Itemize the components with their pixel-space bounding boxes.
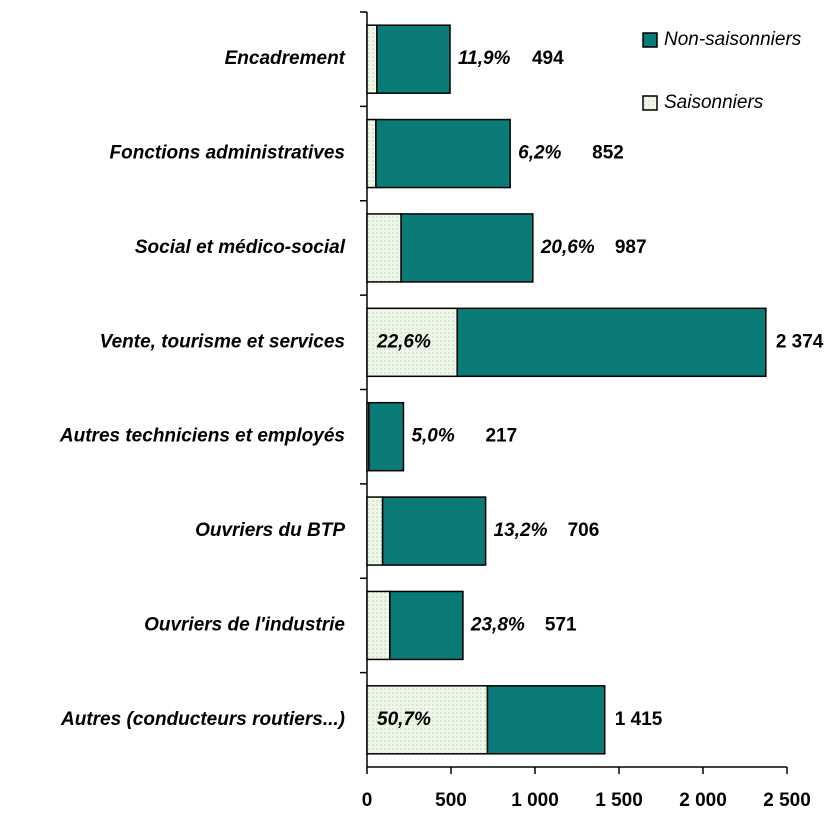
share-label: 50,7% — [377, 709, 431, 730]
share-label: 13,2% — [494, 520, 548, 541]
bar-segment — [456, 307, 767, 378]
total-label: 217 — [485, 426, 517, 447]
bar-segment — [368, 401, 405, 472]
total-label: 571 — [545, 614, 577, 635]
share-label: 5,0% — [411, 426, 454, 447]
legend-swatch — [642, 32, 658, 48]
total-label: 706 — [568, 520, 600, 541]
category-label: Ouvriers du BTP — [195, 520, 345, 541]
category-label: Autres (conducteurs routiers...) — [60, 709, 345, 730]
share-label: 23,8% — [470, 614, 525, 635]
bar-segment — [366, 590, 391, 661]
bar-segment — [366, 24, 378, 94]
x-tick-label: 0 — [362, 790, 373, 811]
bar-segment — [375, 118, 511, 189]
bar-segment — [366, 496, 384, 566]
total-label: 2 374 — [776, 331, 824, 352]
share-label: 20,6% — [540, 237, 595, 258]
bar-segment — [486, 685, 606, 755]
x-tick-label: 500 — [435, 790, 467, 811]
category-label: Encadrement — [225, 48, 346, 69]
category-label: Vente, tourisme et services — [100, 331, 345, 352]
category-label: Autres techniciens et employés — [59, 426, 345, 447]
bar-segment — [366, 213, 402, 283]
bar-segment — [366, 685, 489, 755]
bar-segment — [381, 496, 487, 566]
total-label: 494 — [532, 48, 564, 69]
category-label: Social et médico-social — [135, 237, 346, 258]
legend-swatch — [642, 95, 658, 111]
share-label: 6,2% — [518, 143, 561, 164]
total-label: 1 415 — [615, 709, 663, 730]
share-label: 11,9% — [458, 48, 511, 69]
total-label: 987 — [615, 237, 647, 258]
legend-label: Saisonniers — [664, 92, 764, 113]
x-tick-label: 1 000 — [511, 790, 559, 811]
total-label: 852 — [592, 143, 624, 164]
bar-segment — [400, 213, 534, 283]
x-tick-label: 1 500 — [595, 790, 643, 811]
bar-segment — [389, 590, 464, 661]
category-label: Ouvriers de l'industrie — [144, 614, 345, 635]
x-tick-label: 2 500 — [763, 790, 811, 811]
legend-label: Non-saisonniers — [664, 29, 802, 50]
bar-segment — [376, 24, 451, 94]
share-label: 22,6% — [376, 331, 431, 352]
bar-segment — [366, 307, 458, 378]
bar-segment — [366, 118, 377, 189]
category-label: Fonctions administratives — [110, 143, 345, 164]
x-tick-label: 2 000 — [679, 790, 727, 811]
